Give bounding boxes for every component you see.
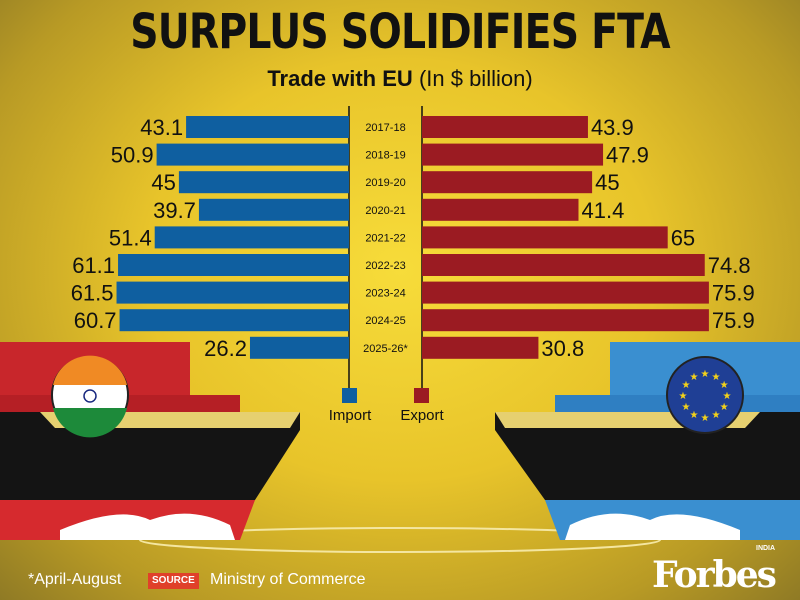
bar-export — [422, 171, 593, 194]
subtitle-unit: (In $ billion) — [418, 66, 533, 91]
data-label-export: 75.9 — [712, 308, 755, 333]
data-label-export: 30.8 — [541, 336, 584, 361]
data-label-export: 74.8 — [708, 253, 751, 278]
legend-label-export: Export — [400, 407, 444, 424]
data-label-export: 45 — [595, 170, 619, 195]
data-label-import: 26.2 — [204, 336, 247, 361]
category-label: 2017-18 — [365, 122, 405, 134]
bar-export — [422, 281, 709, 304]
bar-export — [422, 116, 588, 138]
subtitle-main: Trade with EU — [267, 66, 413, 91]
data-label-import: 60.7 — [74, 308, 117, 333]
footnote: *April-August — [28, 571, 122, 588]
star-icon: ★ — [720, 380, 729, 391]
bar-import — [154, 226, 349, 249]
category-label: 2020-21 — [365, 205, 405, 217]
bar-export — [422, 198, 579, 221]
bar-import — [186, 116, 349, 138]
legend-swatch-import — [342, 388, 357, 403]
bar-import — [118, 254, 350, 276]
data-label-export: 41.4 — [581, 198, 624, 223]
legend-label-import: Import — [329, 407, 372, 424]
data-label-import: 61.1 — [72, 253, 115, 278]
category-label: 2025-26* — [363, 343, 408, 355]
bar-export — [422, 336, 539, 359]
category-label: 2023-24 — [365, 288, 405, 300]
star-icon: ★ — [712, 372, 721, 383]
star-icon: ★ — [681, 402, 690, 413]
star-icon: ★ — [679, 391, 688, 402]
data-label-import: 45 — [151, 170, 175, 195]
chart: 43.1 43.9 2017-18 50.9 47.9 2018-19 45 45 2019-2… — [71, 106, 755, 424]
data-label-export: 75.9 — [712, 281, 755, 306]
bar-import — [178, 171, 349, 194]
bar-import — [116, 281, 349, 304]
source-badge: SOURCE — [148, 573, 199, 589]
india-ship — [0, 342, 300, 540]
page-title: SURPLUS SOLIDIFIES FTA — [130, 4, 670, 60]
data-label-import: 51.4 — [109, 225, 152, 250]
forbes-logo-edition: INDIA — [756, 545, 776, 552]
star-icon: ★ — [690, 372, 699, 383]
star-icon: ★ — [690, 410, 699, 421]
legend-swatch-export — [414, 388, 429, 403]
data-label-export: 65 — [671, 225, 695, 250]
category-label: 2024-25 — [365, 315, 405, 327]
subtitle: Trade with EU (In $ billion) — [0, 66, 800, 92]
category-label: 2018-19 — [365, 150, 405, 162]
bar-export — [422, 254, 705, 276]
bar-export — [422, 226, 668, 249]
bar-import — [156, 143, 349, 166]
bar-import — [119, 309, 349, 332]
source-text: Ministry of Commerce — [210, 571, 366, 588]
bar-export — [422, 143, 604, 166]
data-label-import: 43.1 — [140, 115, 183, 140]
category-label: 2021-22 — [365, 232, 405, 244]
star-icon: ★ — [701, 369, 710, 380]
data-label-import: 50.9 — [111, 143, 154, 168]
category-label: 2019-20 — [365, 177, 405, 189]
data-label-export: 47.9 — [606, 143, 649, 168]
star-icon: ★ — [701, 413, 710, 424]
forbes-logo: Forbes — [652, 554, 777, 596]
star-icon: ★ — [712, 410, 721, 421]
bar-export — [422, 309, 709, 332]
data-label-import: 39.7 — [153, 198, 196, 223]
category-label: 2022-23 — [365, 260, 405, 272]
eu-ship: ★★★★★★★★★ ★ ★★ — [495, 342, 800, 540]
star-icon: ★ — [723, 391, 732, 402]
bar-import — [198, 198, 349, 221]
bar-import — [249, 336, 349, 359]
star-icon: ★ — [681, 380, 690, 391]
data-label-export: 43.9 — [591, 115, 634, 140]
eu-flag-icon — [666, 356, 744, 434]
star-icon: ★ — [720, 402, 729, 413]
data-label-import: 61.5 — [71, 281, 114, 306]
